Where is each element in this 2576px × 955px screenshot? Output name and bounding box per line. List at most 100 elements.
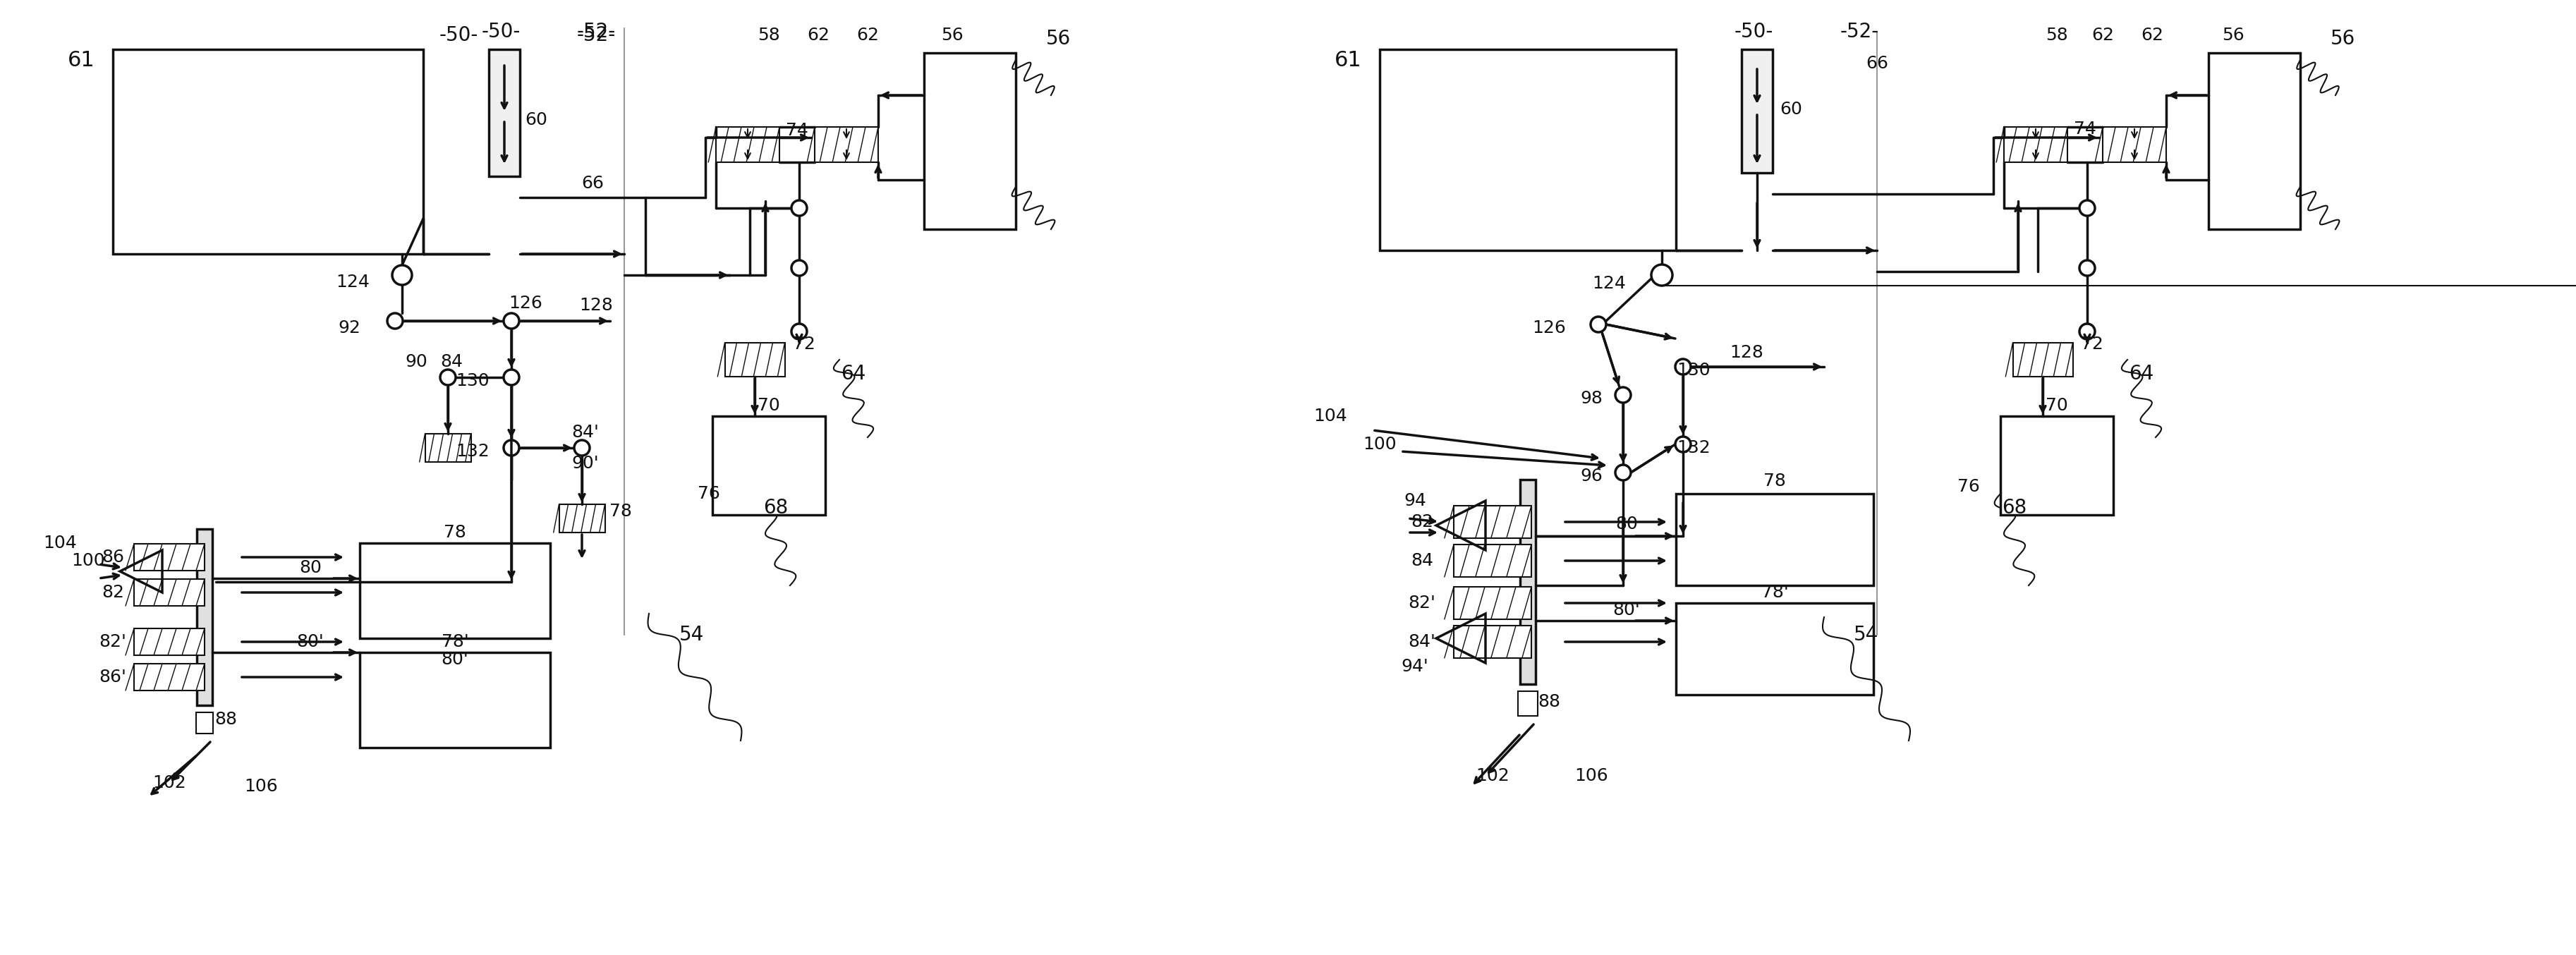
Bar [1677,603,1873,694]
Bar [716,127,781,162]
Text: 124: 124 [335,274,368,290]
Bar [196,529,211,706]
Circle shape [1589,317,1605,332]
Circle shape [1674,359,1690,374]
Circle shape [440,370,456,385]
Text: 74: 74 [786,122,809,138]
Bar [2102,127,2166,162]
Text: 84': 84' [572,424,600,441]
Bar [134,579,204,605]
Text: 58: 58 [2045,27,2069,44]
Bar [361,652,551,748]
Bar [2208,53,2300,229]
Text: 72: 72 [793,336,817,352]
Text: 96: 96 [1579,468,1602,484]
Text: 102: 102 [152,775,185,792]
Text: 66: 66 [1865,55,1888,72]
Text: 100: 100 [1363,435,1396,453]
Bar [925,53,1015,229]
Bar [1453,506,1530,539]
Text: 60: 60 [526,112,546,128]
Text: 106: 106 [1574,768,1607,784]
Text: 82: 82 [100,584,124,601]
Text: 60: 60 [1780,101,1803,117]
Text: 94': 94' [1401,658,1430,675]
Text: 124: 124 [1592,275,1625,292]
Text: -50-: -50- [1734,22,1772,42]
Circle shape [791,201,806,216]
Text: 80: 80 [299,560,322,576]
Bar [134,628,204,655]
Bar [134,543,204,570]
Circle shape [505,313,520,329]
Text: 68: 68 [762,498,788,518]
Text: 56: 56 [1046,29,1072,49]
Text: 78': 78' [440,633,469,650]
Text: 62: 62 [2141,27,2164,44]
Circle shape [1615,465,1631,480]
Bar [1453,586,1530,619]
Text: 82': 82' [98,633,126,650]
Text: 80: 80 [1615,516,1638,533]
Bar [425,434,471,462]
Text: 78: 78 [611,503,631,520]
Text: 58: 58 [757,27,781,44]
Text: 54: 54 [680,625,703,645]
Text: 54: 54 [1855,625,1878,645]
Text: 90: 90 [404,353,428,371]
Text: 66: 66 [582,175,603,192]
Bar [113,50,422,254]
Circle shape [2079,201,2094,216]
Text: 76: 76 [1958,478,1981,495]
Text: 130: 130 [456,372,489,390]
Text: -52-: -52- [577,22,616,42]
Text: 132: 132 [456,443,489,460]
Circle shape [1615,387,1631,403]
Text: 126: 126 [1533,320,1566,336]
Text: 128: 128 [580,297,613,314]
Text: 132: 132 [1677,439,1710,456]
Bar [1453,544,1530,577]
Text: -50-: -50- [438,26,479,45]
Bar [489,50,520,177]
Text: 78: 78 [443,524,466,541]
Text: 70: 70 [757,397,781,414]
Text: 78': 78' [1762,584,1788,601]
Text: 80': 80' [1613,602,1641,619]
Bar [814,127,878,162]
Text: -52-: -52- [1839,22,1878,42]
Bar [2004,127,2069,162]
Text: 84': 84' [1409,633,1435,650]
Text: 94: 94 [1404,493,1427,509]
Bar [1381,50,1677,250]
Text: 62: 62 [806,27,829,44]
Text: 64: 64 [2128,364,2154,384]
Bar [1677,494,1873,585]
Text: 88: 88 [214,711,237,728]
Text: 76: 76 [698,485,721,502]
Circle shape [505,440,520,456]
Bar [724,343,786,376]
Text: 80': 80' [440,651,469,668]
Text: 62: 62 [2092,27,2115,44]
Text: 92: 92 [337,320,361,336]
Circle shape [574,440,590,456]
Text: 88: 88 [1538,693,1561,711]
Bar [559,504,605,533]
Bar [1517,691,1538,716]
Text: 84: 84 [1412,552,1432,569]
Text: 56: 56 [2331,29,2354,49]
Circle shape [1651,265,1672,286]
Circle shape [392,265,412,285]
Circle shape [386,313,402,329]
Text: 56: 56 [940,27,963,44]
Bar [196,712,214,733]
Text: 90': 90' [572,455,600,472]
Circle shape [791,324,806,339]
Bar [1741,50,1772,173]
Text: 126: 126 [507,295,544,311]
Text: 106: 106 [245,778,278,795]
Text: 78: 78 [1765,473,1785,490]
Text: 82': 82' [1409,595,1435,611]
Bar [1520,479,1535,684]
